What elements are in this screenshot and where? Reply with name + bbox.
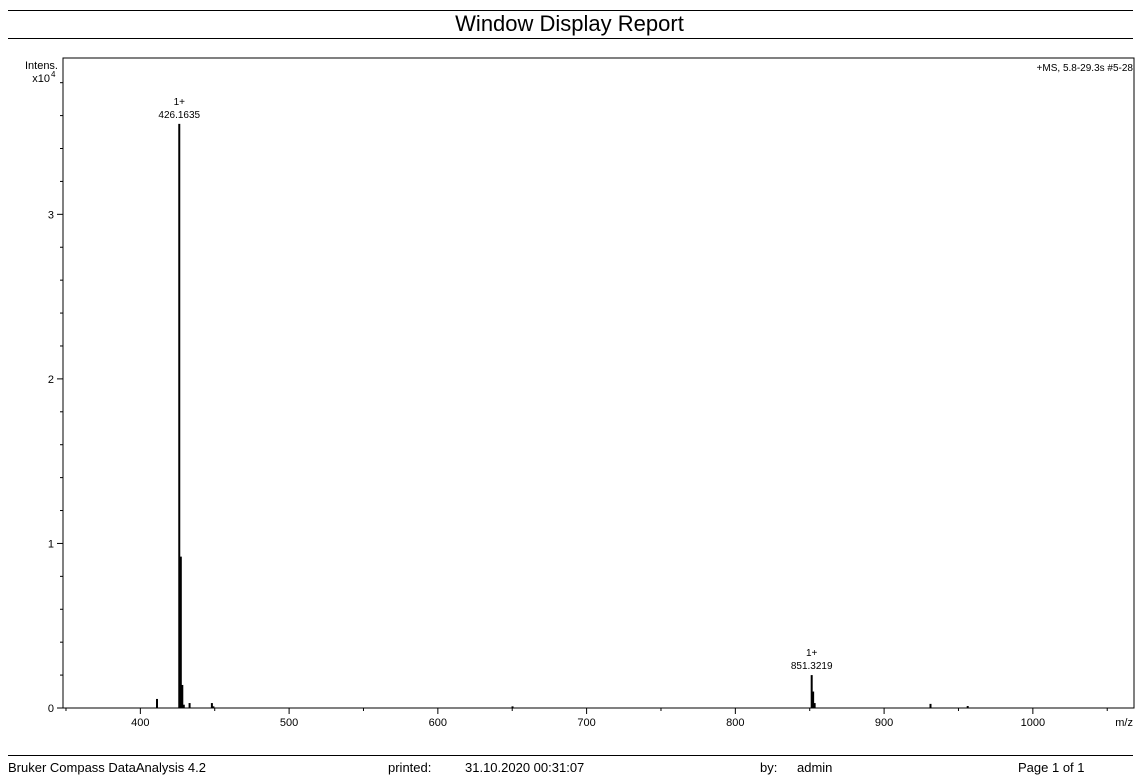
peak-mz-label: 426.1635: [158, 110, 200, 121]
footer-printed-value: 31.10.2020 00:31:07: [465, 760, 585, 775]
y-tick-label: 0: [48, 703, 54, 715]
x-tick-label: 900: [875, 717, 893, 729]
x-tick-label: 1000: [1021, 717, 1045, 729]
peak-charge-label: 1+: [806, 648, 818, 659]
plot-frame: [62, 57, 1135, 709]
x-tick-label: 700: [577, 717, 595, 729]
footer-printed-label: printed:: [388, 760, 432, 775]
report-title: Window Display Report: [455, 11, 684, 36]
header-rule-top: [8, 10, 1133, 11]
report-header: Window Display Report: [0, 0, 1139, 40]
footer-by-label: by:: [760, 760, 778, 775]
x-tick-label: 400: [131, 717, 149, 729]
peak-mz-label: 851.3219: [791, 661, 833, 672]
x-tick-label: 600: [429, 717, 447, 729]
y-tick-label: 2: [48, 374, 54, 386]
spectrum-annotation: +MS, 5.8-29.3s #5-28: [1037, 63, 1134, 74]
y-scale-exponent: 4: [51, 70, 56, 79]
peak-charge-label: 1+: [174, 97, 186, 108]
y-tick-label: 1: [48, 538, 54, 550]
header-rule-bottom: [8, 38, 1133, 39]
footer-software: Bruker Compass DataAnalysis 4.2: [8, 760, 206, 775]
y-axis-label: Intens.: [25, 60, 58, 72]
x-tick-label: 800: [726, 717, 744, 729]
x-axis-label: m/z: [1115, 717, 1133, 729]
y-tick-label: 3: [48, 209, 54, 221]
y-scale-label: x10: [32, 73, 50, 85]
x-tick-label: 500: [280, 717, 298, 729]
footer-page: Page 1 of 1: [1018, 760, 1085, 775]
footer-by-value: admin: [797, 760, 833, 775]
footer-rule: [8, 755, 1133, 756]
